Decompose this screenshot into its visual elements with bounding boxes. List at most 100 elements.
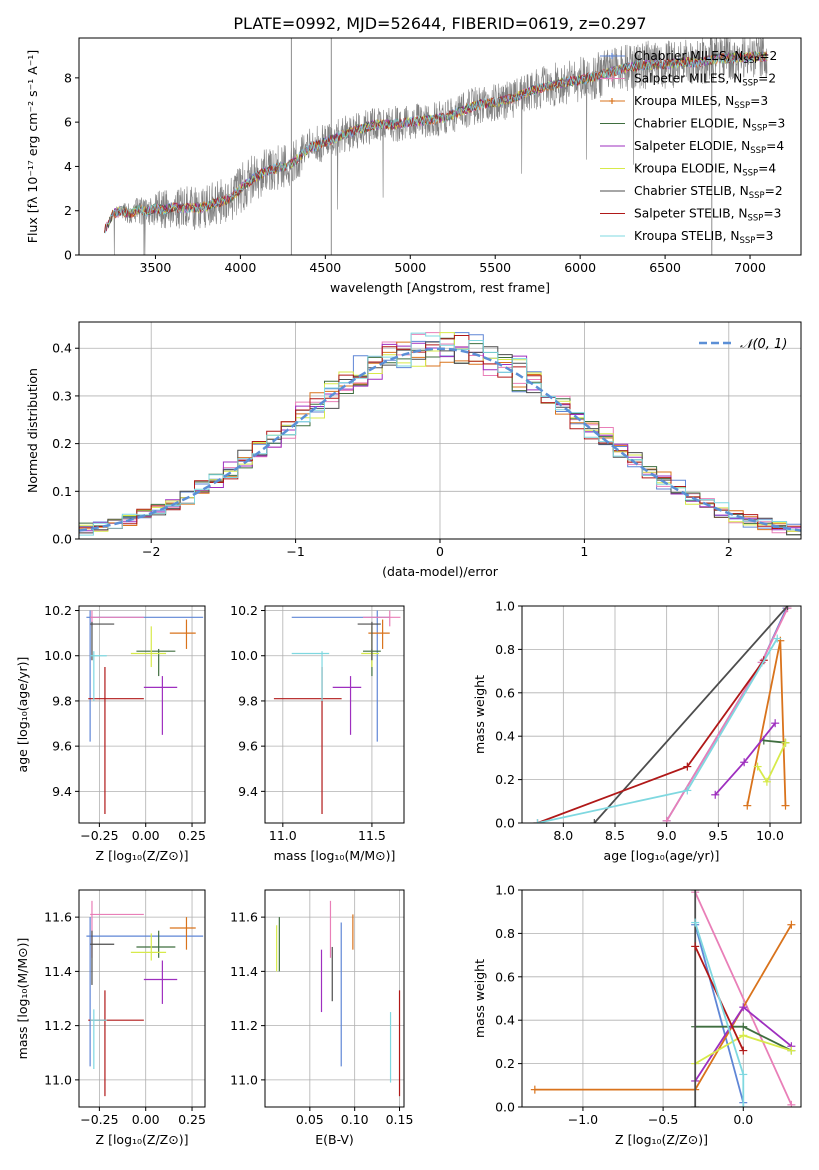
x-tick-label: 0.05 [296, 1112, 324, 1127]
legend-label: Kroupa ELODIE, NSSP=4 [634, 162, 776, 179]
x-tick-label: 4000 [224, 260, 256, 275]
legend-label-text: Salpeter MILES, N [634, 72, 742, 86]
y-tick-label: 11.6 [44, 910, 72, 925]
panel-age_vs_Z: −0.25 0.00 0.25 9.4 9.6 9.8 10.0 10.2 Z [log₁₀(Z… [15, 603, 206, 863]
x-tick-label: 0.25 [178, 828, 206, 843]
y-tick-label: 0.1 [52, 484, 72, 499]
legend-label-sub: SSP [740, 236, 756, 246]
y-tick-label: 11.0 [230, 1072, 258, 1087]
legend-label-sub: SSP [747, 214, 763, 224]
panel-mass_weight_vs_age: 8.0 8.5 9.0 9.5 10.0 0.0 0.2 0.4 0.6 0.8 1.0 age [l… [472, 599, 802, 863]
normal-reference-curve [79, 347, 801, 532]
x-tick-label: 0.25 [178, 1112, 206, 1127]
x-tick-label: 2 [725, 544, 733, 559]
legend-label-suffix: =4 [758, 162, 776, 176]
axes-frame [78, 605, 206, 824]
plot-area [86, 900, 204, 1097]
plot-area [533, 606, 792, 823]
y-axis-label: mass weight [472, 675, 487, 754]
axes-frame [264, 889, 405, 1108]
axes-frame [521, 605, 802, 824]
legend-label-text: Chabrier STELIB, N [634, 184, 749, 198]
legend-label: Salpeter MILES, NSSP=2 [634, 72, 776, 89]
histogram-step-line [79, 332, 801, 536]
y-tick-label: 0.6 [495, 685, 515, 700]
y-tick-label: 0.8 [495, 926, 515, 941]
x-axis-label: Z [log₁₀(Z/Z⊙)] [615, 1132, 708, 1147]
y-tick-label: 11.2 [230, 1018, 258, 1033]
legend-label-sub: SSP [742, 169, 758, 179]
legend-label: Kroupa STELIB, NSSP=3 [634, 229, 773, 246]
legend-label-suffix: =3 [763, 207, 781, 221]
legend-label: Chabrier ELODIE, NSSP=3 [634, 117, 785, 134]
plot-area [273, 610, 401, 814]
y-tick-label: 11.4 [44, 964, 72, 979]
mass-weight-line [694, 891, 793, 1106]
x-axis-label: Z [log₁₀(Z/Z⊙)] [96, 1132, 189, 1147]
x-tick-label: −0.25 [80, 828, 118, 843]
mass-weight-line [694, 924, 745, 1103]
legend-label-text: Salpeter ELODIE, N [634, 139, 750, 153]
y-tick-label: 0.2 [495, 772, 515, 787]
legend-label-sub: SSP [743, 56, 759, 66]
y-tick-label: 0.8 [495, 642, 515, 657]
y-axis-label: Flux [fλ 10⁻¹⁷ erg cm⁻² s⁻¹ A⁻¹] [25, 50, 40, 243]
x-tick-label: 0.0 [733, 1112, 753, 1127]
legend-label-sub: SSP [751, 124, 767, 134]
y-tick-label: 9.6 [52, 739, 72, 754]
legend-label-text: Salpeter STELIB, N [634, 207, 747, 221]
panel-spectrum: 3500 4000 4500 5000 5500 6000 6500 7000 0 2 4 6 8 wav… [25, 37, 802, 295]
x-axis-label: age [log₁₀(age/yr)] [604, 848, 720, 863]
legend-label-suffix: =2 [765, 184, 783, 198]
y-tick-label: 0.2 [52, 436, 72, 451]
x-axis-label: mass [log₁₀(M/M⊙)] [274, 848, 396, 863]
legend-label-sub: SSP [749, 191, 765, 201]
axes-frame [78, 889, 206, 1108]
mass-weight-line [756, 742, 787, 784]
x-tick-label: 0.00 [132, 828, 160, 843]
plot-area [104, 38, 768, 255]
legend-label: Salpeter STELIB, NSSP=3 [634, 207, 781, 224]
y-tick-label: 9.4 [52, 784, 72, 799]
legend-label-suffix: =2 [758, 72, 776, 86]
y-tick-label: 0.0 [495, 816, 515, 831]
x-tick-label: 4500 [309, 260, 341, 275]
y-axis-label: mass [log₁₀(M/M⊙)] [15, 938, 30, 1060]
x-tick-label: 1 [580, 544, 588, 559]
x-tick-label: 5500 [479, 260, 511, 275]
plot-area [276, 900, 401, 1097]
legend-label-text: Kroupa ELODIE, N [634, 162, 742, 176]
legend-label-suffix: =4 [766, 139, 784, 153]
panel-mass_vs_Z: −0.25 0.00 0.25 11.0 11.2 11.4 11.6 Z [log₁₀(Z/… [15, 889, 206, 1147]
x-tick-label: −0.25 [80, 1112, 118, 1127]
y-tick-label: 9.4 [238, 784, 258, 799]
y-tick-label: 11.2 [44, 1018, 72, 1033]
legend-label-text: Kroupa MILES, N [634, 94, 734, 108]
axes-frame [521, 889, 802, 1108]
plot-area [530, 890, 796, 1107]
y-axis-label: mass weight [472, 959, 487, 1038]
model-fit-line [104, 51, 768, 234]
y-tick-label: 10.0 [230, 648, 258, 663]
y-tick-label: 1.0 [495, 599, 515, 614]
x-tick-label: −0.5 [648, 1112, 678, 1127]
x-tick-label: 0.00 [132, 1112, 160, 1127]
x-axis-label: wavelength [Angstrom, rest frame] [330, 280, 550, 295]
plot-area [79, 332, 801, 538]
x-tick-label: 9.5 [708, 828, 728, 843]
legend-label-sub: SSP [734, 101, 750, 111]
x-axis-label: Z [log₁₀(Z/Z⊙)] [96, 848, 189, 863]
x-tick-label: 6500 [649, 260, 681, 275]
y-tick-label: 6 [64, 115, 72, 130]
legend-label-sub: SSP [742, 79, 758, 89]
mass-weight-line [593, 606, 789, 823]
legend-label: Chabrier STELIB, NSSP=2 [634, 184, 783, 201]
y-tick-label: 9.6 [238, 739, 258, 754]
x-tick-label: 3500 [140, 260, 172, 275]
y-tick-label: 11.6 [230, 910, 258, 925]
y-tick-label: 0.4 [495, 729, 515, 744]
legend-label-suffix: =3 [750, 94, 768, 108]
mass-weight-line [665, 607, 788, 822]
y-tick-label: 10.2 [230, 603, 258, 618]
